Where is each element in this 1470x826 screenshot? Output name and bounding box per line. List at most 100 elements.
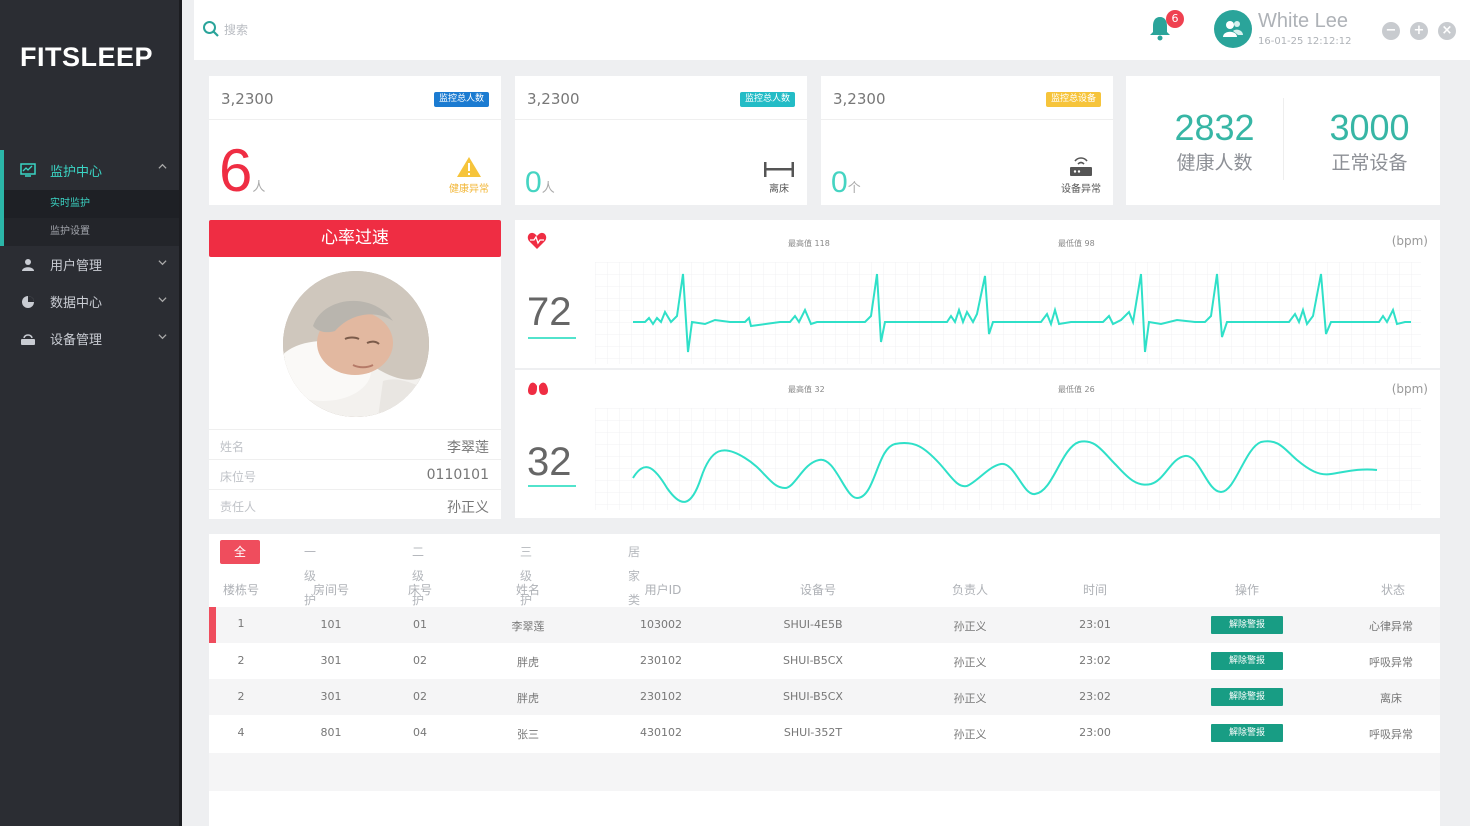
info-value: 孙正义 — [447, 500, 489, 516]
dismiss-alarm-button[interactable]: 解除警报 — [1211, 616, 1283, 634]
table-row[interactable]: 2 301 02 胖虎 230102 SHUI-B5CX 孙正义 23:02 解… — [209, 643, 1440, 679]
divider — [821, 119, 1113, 120]
stat-label: 最高值 — [788, 385, 812, 394]
heart-rate-value: 72 — [527, 290, 572, 334]
table-row[interactable]: 1 101 01 李翠莲 103002 SHUI-4E5B 孙正义 23:01 … — [209, 607, 1440, 643]
search-input[interactable]: 搜索 — [224, 22, 249, 37]
info-key: 姓名 — [220, 440, 245, 454]
sidebar-subitem-realtime[interactable]: 实时监护 — [4, 190, 179, 218]
warning-icon — [457, 157, 481, 177]
dismiss-alarm-button[interactable]: 解除警报 — [1211, 688, 1283, 706]
user-icon — [20, 257, 36, 273]
sidebar-subitem-settings[interactable]: 监护设置 — [4, 218, 179, 246]
sidebar-item-users[interactable]: 用户管理 — [0, 246, 179, 283]
column-header: 床号 — [407, 583, 433, 597]
stat-unit: 人 — [541, 180, 555, 195]
stat-number: 0 — [525, 166, 542, 199]
cell-device: SHUI-B5CX — [783, 690, 843, 703]
info-row: 责任人 孙正义 — [209, 489, 501, 519]
sidebar: FITSLEEP 监护中心 实时监护 监护设置 用户管理 数据中心 — [0, 0, 182, 826]
stat-badge: 监控总人数 — [433, 92, 489, 107]
avatar[interactable] — [1214, 10, 1252, 48]
sidebar-item-monitor-center[interactable]: 监护中心 — [0, 150, 179, 190]
info-row: 姓名 李翠莲 — [209, 429, 501, 459]
cell-status: 离床 — [1380, 692, 1402, 705]
search-box[interactable]: 搜索 — [202, 20, 248, 38]
tab-home-care[interactable]: 居家类 — [628, 545, 641, 607]
device-icon — [20, 331, 36, 347]
sidebar-item-data-center[interactable]: 数据中心 — [0, 283, 179, 320]
patient-photo — [283, 271, 429, 417]
divider — [515, 119, 807, 120]
divider — [209, 119, 501, 120]
table-row[interactable]: 4 801 04 张三 430102 SHUI-352T 孙正义 23:00 解… — [209, 715, 1440, 751]
stat-label: 最高值 — [788, 239, 812, 248]
stat-unit: 个 — [847, 180, 861, 195]
cell-status: 呼吸异常 — [1369, 656, 1413, 669]
cell-status: 心律异常 — [1369, 620, 1413, 633]
value-underline — [528, 485, 576, 487]
sidebar-item-devices[interactable]: 设备管理 — [0, 320, 179, 357]
stat-value: 6人 — [219, 136, 265, 222]
summary-label: 正常设备 — [1331, 152, 1408, 174]
tab-all[interactable]: 全部 — [220, 540, 261, 583]
tab-level-2[interactable]: 二级护理 — [412, 545, 425, 631]
table-row[interactable]: 2 301 02 胖虎 230102 SHUI-B5CX 孙正义 23:02 解… — [209, 679, 1440, 715]
sidebar-item-label: 用户管理 — [50, 259, 103, 274]
breath-min: 最低值 26 — [1058, 384, 1095, 395]
stat-total: 3,2300 — [527, 90, 580, 108]
maximize-button[interactable]: + — [1410, 22, 1428, 40]
patient-photo-area — [209, 257, 501, 429]
dismiss-alarm-button[interactable]: 解除警报 — [1211, 724, 1283, 742]
stat-icon-label-wrap: 设备异常 — [1061, 154, 1101, 195]
chevron-down-icon — [158, 297, 167, 303]
minimize-button[interactable]: − — [1382, 22, 1400, 40]
chevron-down-icon — [158, 260, 167, 266]
sidebar-nav: 监护中心 实时监护 监护设置 用户管理 数据中心 设备管理 — [0, 150, 179, 357]
info-key: 责任人 — [220, 500, 257, 514]
cell-status: 呼吸异常 — [1369, 728, 1413, 741]
heart-icon — [527, 232, 547, 249]
stat-icon-label-wrap: 离床 — [763, 160, 795, 195]
summary-card: 2832 健康人数 3000 正常设备 — [1126, 76, 1440, 205]
cell-time: 23:00 — [1079, 726, 1111, 739]
cell-time: 23:01 — [1079, 618, 1111, 631]
cell-owner: 孙正义 — [953, 620, 987, 633]
stat-value: 32 — [814, 385, 825, 394]
tab-level-1[interactable]: 一级护理 — [304, 545, 317, 631]
app-logo: FITSLEEP — [20, 42, 154, 72]
cell-owner: 孙正义 — [953, 692, 987, 705]
respiration-value: 32 — [527, 440, 572, 484]
bed-icon — [764, 162, 794, 177]
cell-device: SHUI-4E5B — [783, 618, 843, 631]
cell-device: SHUI-B5CX — [783, 654, 843, 667]
user-name[interactable]: White Lee — [1258, 10, 1349, 32]
stat-label: 最低值 — [1058, 239, 1082, 248]
stat-unit: 人 — [252, 179, 266, 194]
info-row: 床位号 0110101 — [209, 459, 501, 489]
bell-icon[interactable] — [1147, 14, 1173, 42]
chevron-up-icon — [158, 163, 167, 169]
empty-row — [209, 753, 1440, 791]
column-header: 用户ID — [644, 583, 682, 597]
respiration-waveform — [595, 408, 1421, 510]
divider — [1283, 98, 1284, 180]
router-icon — [1070, 157, 1092, 176]
stat-number: 0 — [831, 166, 848, 199]
sidebar-item-label: 设备管理 — [50, 333, 103, 348]
alarm-button[interactable]: 心率过速 — [209, 220, 501, 257]
cell-building: 1 — [237, 617, 245, 630]
stat-card-device: 3,2300 监控总设备 0个 设备异常 — [821, 76, 1113, 205]
cell-building: 2 — [237, 654, 245, 667]
cell-owner: 孙正义 — [953, 656, 987, 669]
close-button[interactable]: × — [1438, 22, 1456, 40]
lungs-icon — [528, 380, 548, 395]
column-header: 时间 — [1082, 583, 1108, 597]
stat-value: 0人 — [525, 166, 555, 205]
dismiss-alarm-button[interactable]: 解除警报 — [1211, 652, 1283, 670]
datetime: 16-01-25 12:12:12 — [1258, 36, 1352, 47]
stat-icon-label: 健康异常 — [449, 184, 489, 195]
cell-room: 101 — [320, 618, 342, 631]
stat-total: 3,2300 — [833, 90, 886, 108]
tab-level-3[interactable]: 三级护理 — [520, 545, 533, 631]
